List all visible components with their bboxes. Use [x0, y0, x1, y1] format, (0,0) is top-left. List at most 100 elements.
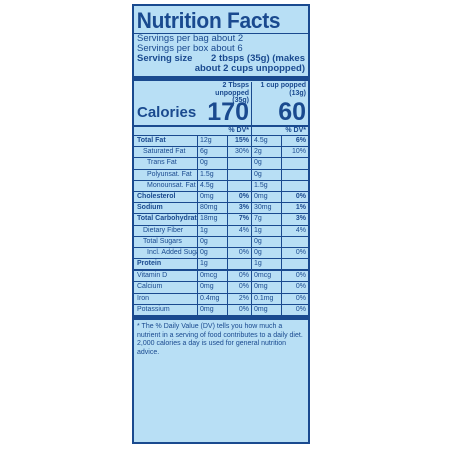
nutrient-row: Calcium 0mg 0% 0mg 0% [134, 281, 308, 293]
dv-label-col2: % DV* [285, 127, 306, 134]
col2-header: 1 cup popped (13g) [252, 82, 308, 99]
nutrient-name: Total Fat [134, 136, 198, 147]
panel-title: Nutrition Facts [136, 8, 281, 33]
col2-header-line2: (13g) [289, 89, 306, 97]
amount-col1: 0mg [198, 304, 228, 315]
amount-col1: 1.5g [198, 169, 228, 180]
dv-col1: 3% [228, 203, 252, 214]
nutrient-name: Dietary Fiber [134, 225, 198, 236]
amount-col2: 0g [252, 158, 282, 169]
nutrient-row: Total Fat 12g 15% 4.5g 6% [134, 135, 308, 147]
amount-col1: 18mg [198, 214, 228, 225]
dv-col2 [282, 181, 308, 191]
dv-col2: 0% [295, 192, 306, 200]
nutrient-row: Dietary Fiber 1g 4% 1g 4% [134, 224, 308, 236]
dv-col1 [228, 180, 252, 191]
dv-col1: 7% [228, 214, 252, 225]
amount-col1: 0mg [198, 282, 228, 293]
nutrient-name: Total Sugars [134, 236, 198, 247]
nutrient-row: Iron 0.4mg 2% 0.1mg 0% [134, 292, 308, 304]
amount-col2: 0mcg [252, 271, 282, 282]
amount-col2: 1.5g [252, 180, 282, 191]
nutrient-name: Total Carbohydrate [134, 214, 198, 225]
nutrient-name: Protein [134, 259, 198, 270]
dv-col2: 0% [295, 294, 306, 302]
amount-col2: 0g [252, 247, 282, 259]
dv-col1: 0% [228, 304, 252, 315]
nutrient-name: Monounsat. Fat [134, 180, 198, 191]
amount-col1: 0mg [198, 191, 228, 203]
dv-col2: 6% [295, 137, 306, 144]
dv-col1: 15% [228, 136, 252, 147]
calories-label: Calories [137, 103, 197, 121]
nutrient-name: Incl. Added Sugars [134, 247, 198, 259]
dv-col1 [228, 158, 252, 169]
nutrient-row: Total Carbohydrate 18mg 7% 7g 3% [134, 213, 308, 225]
column-headers: 2 Tbsps unpopped (35g) 1 cup popped (13g… [134, 81, 308, 104]
nutrient-row: Vitamin D 0mcg 0% 0mcg 0% [134, 269, 308, 282]
dv-col2 [282, 259, 308, 269]
dv-col1 [228, 169, 252, 180]
amount-col1: 4.5g [198, 180, 228, 191]
nutrient-name: Trans Fat [134, 158, 198, 169]
nutrient-row: Polyunsat. Fat 1.5g 0g [134, 168, 308, 180]
dv-col2: 0% [295, 283, 306, 291]
dv-col2: 0% [295, 305, 306, 313]
col1-header: 2 Tbsps unpopped (35g) [198, 82, 252, 104]
serving-size-row: Serving size 2 tbsps (35g) (makes [134, 54, 308, 64]
amount-col1: 12g [198, 136, 228, 147]
col1-header-line2: unpopped (35g) [215, 89, 249, 105]
dv-col1: 0% [228, 271, 252, 282]
nutrient-row: Potassium 0mg 0% 0mg 0% [134, 303, 308, 315]
nutrition-facts-panel: Nutrition Facts Servings per bag about 2… [132, 4, 310, 444]
nutrient-row: Trans Fat 0g 0g [134, 157, 308, 169]
col2-header-line1: 1 cup popped [260, 82, 307, 89]
amount-col2: 0mg [252, 191, 282, 203]
dv-col2: 4% [295, 226, 306, 234]
nutrient-name: Vitamin D [134, 271, 198, 282]
dv-col1: 2% [228, 293, 252, 304]
amount-col1: 1g [198, 259, 228, 270]
nutrient-name: Potassium [134, 304, 198, 315]
nutrient-name: Saturated Fat [134, 147, 198, 158]
nutrient-row: Sodium 80mg 3% 30mg 1% [134, 202, 308, 214]
amount-col1: 0.4mg [198, 293, 228, 304]
dv-col1 [228, 259, 252, 270]
dv-col2: 0% [295, 272, 306, 280]
nutrient-name: Polyunsat. Fat [134, 169, 198, 180]
amount-col2: 1g [252, 225, 282, 236]
nutrient-name: Iron [134, 293, 198, 304]
amount-col2: 7g [252, 214, 282, 225]
nutrient-name: Calcium [134, 282, 198, 293]
dv-col1: 4% [228, 225, 252, 236]
calories-col2: 60 [278, 97, 306, 126]
servings-per-box: Servings per box about 6 [137, 43, 243, 54]
amount-col1: 0g [198, 247, 228, 259]
amount-col2: 4.5g [252, 136, 282, 147]
amount-col1: 1g [198, 225, 228, 236]
nutrient-table: Total Fat 12g 15% 4.5g 6% Saturated Fat 6g 30% 2… [134, 135, 308, 315]
dv-header-row: % DV* % DV* [134, 127, 308, 135]
amount-col2: 0mg [252, 282, 282, 293]
amount-col2: 0.1mg [252, 293, 282, 304]
nutrient-row: Monounsat. Fat 4.5g 1.5g [134, 179, 308, 191]
amount-col1: 0g [198, 236, 228, 247]
dv-col2 [282, 158, 308, 168]
nutrient-row: Protein 1g 1g [134, 258, 308, 270]
dv-col1: 30% [228, 147, 252, 158]
dv-col1: 0% [228, 191, 252, 203]
amount-col2: 0mg [252, 304, 282, 315]
serving-size-value-2: about 2 cups unpopped) [194, 63, 305, 74]
amount-col1: 6g [198, 147, 228, 158]
dv-col2: 1% [295, 204, 306, 212]
amount-col2: 0g [252, 236, 282, 247]
serving-size-label: Serving size [137, 53, 193, 64]
amount-col1: 80mg [198, 203, 228, 214]
dv-col1: 0% [228, 282, 252, 293]
amount-col2: 0g [252, 169, 282, 180]
dv-col2 [282, 170, 308, 180]
amount-col2: 1g [252, 259, 282, 270]
nutrient-name: Sodium [134, 203, 198, 214]
footnote: * The % Daily Value (DV) tells you how m… [137, 323, 303, 356]
